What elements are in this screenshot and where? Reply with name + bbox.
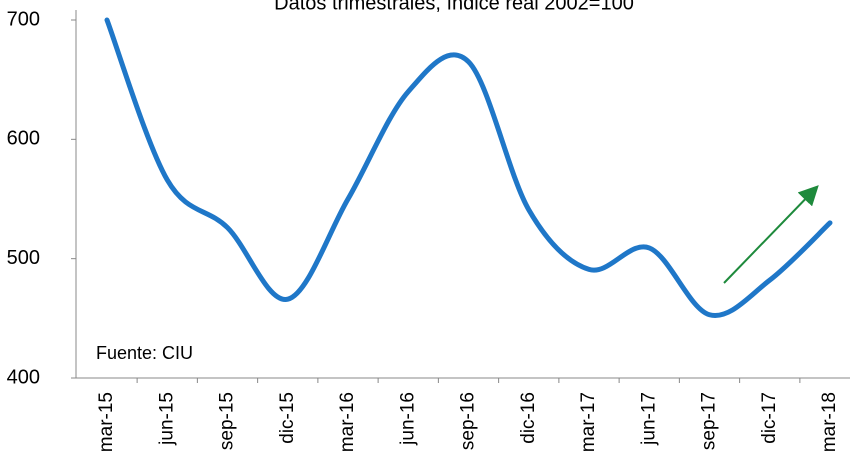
- series-line: [104, 17, 833, 318]
- x-tick-label: dic-16: [518, 392, 539, 444]
- trend-arrow: [723, 185, 819, 284]
- y-tick-label: 700: [7, 8, 40, 30]
- y-tick-label: 600: [7, 128, 40, 150]
- x-tick-label: mar-18: [819, 392, 840, 452]
- x-tick-label: mar-17: [578, 392, 599, 452]
- chart-title: Datos trimestrales, índice real 2002=100: [274, 0, 634, 14]
- x-tick-label: dic-17: [759, 392, 780, 444]
- annotation: Fuente: CIU: [96, 343, 193, 363]
- x-tick-label: dic-15: [277, 392, 298, 444]
- x-tick-label: jun-15: [156, 392, 177, 446]
- x-tick-label: jun-17: [638, 392, 659, 446]
- x-tick-label: mar-15: [96, 392, 117, 452]
- x-tick-label: mar-16: [337, 392, 358, 452]
- x-tick-label: sep-15: [217, 392, 238, 450]
- x-tick-label: sep-17: [699, 392, 720, 450]
- x-tick-label: sep-16: [458, 392, 479, 450]
- y-tick-label: 400: [7, 366, 40, 388]
- y-tick-label: 500: [7, 247, 40, 269]
- x-tick-label: jun-16: [397, 392, 418, 446]
